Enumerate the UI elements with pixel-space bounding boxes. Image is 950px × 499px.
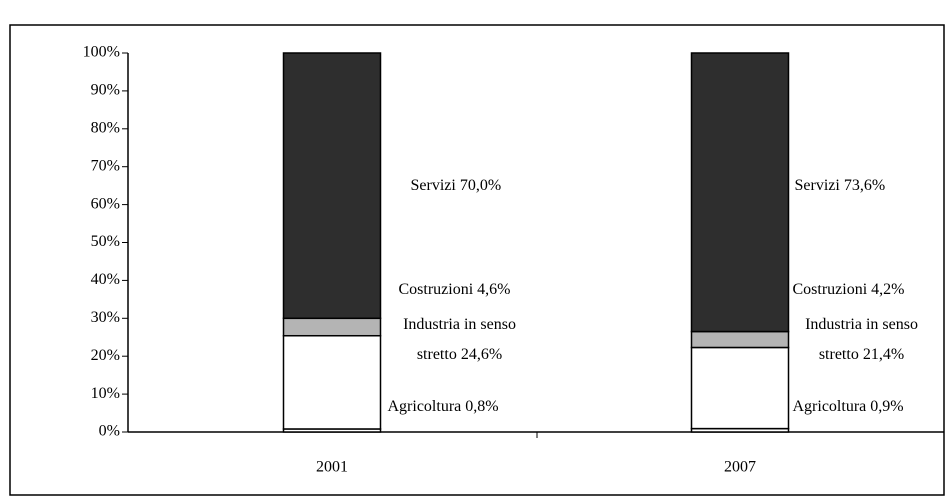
y-tick-label: 20% bbox=[91, 347, 120, 364]
y-tick-label: 100% bbox=[83, 44, 120, 61]
bar-segment bbox=[282, 52, 382, 320]
y-tick-label: 30% bbox=[91, 309, 120, 326]
x-tick-label: 2007 bbox=[724, 459, 756, 476]
data-label: Costruzioni 4,2% bbox=[792, 281, 905, 298]
data-label: Costruzioni 4,6% bbox=[398, 281, 511, 298]
y-tick-label: 0% bbox=[99, 423, 120, 440]
data-label: Agricoltura 0,8% bbox=[387, 398, 499, 415]
y-tick-label: 40% bbox=[91, 271, 120, 288]
data-label: Industria in senso stretto 24,6% bbox=[403, 316, 516, 363]
y-tick-label: 70% bbox=[91, 157, 120, 174]
chart-frame bbox=[9, 24, 945, 496]
y-tick-label: 10% bbox=[91, 385, 120, 402]
data-label: Servizi 73,6% bbox=[794, 177, 886, 194]
y-tick-label: 60% bbox=[91, 195, 120, 212]
y-tick-label: 80% bbox=[91, 119, 120, 136]
y-tick-label: 90% bbox=[91, 82, 120, 99]
bar-segment bbox=[282, 317, 382, 337]
bar-segment bbox=[690, 346, 790, 430]
bar-segment bbox=[690, 52, 790, 333]
data-label: Agricoltura 0,9% bbox=[792, 398, 904, 415]
data-label: Industria in senso stretto 21,4% bbox=[805, 316, 918, 363]
x-tick-label: 2001 bbox=[316, 459, 348, 476]
bar-segment bbox=[282, 334, 382, 430]
bar-segment bbox=[690, 330, 790, 349]
y-tick-label: 50% bbox=[91, 233, 120, 250]
data-label: Servizi 70,0% bbox=[410, 177, 502, 194]
